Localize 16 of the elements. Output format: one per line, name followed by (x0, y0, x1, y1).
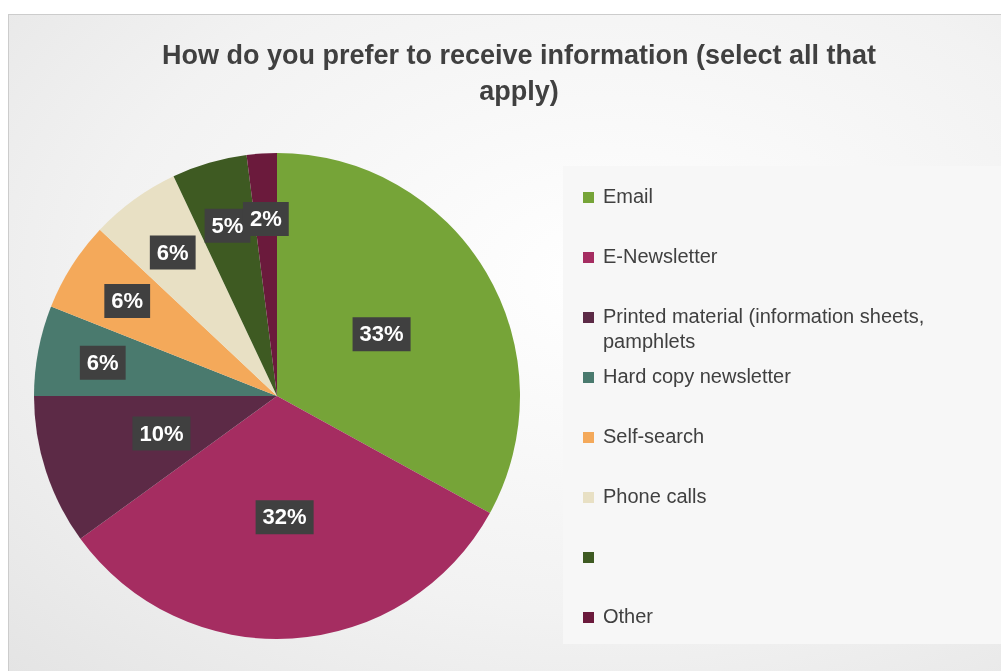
data-label: 6% (86, 349, 119, 375)
legend-label: Other (603, 604, 655, 629)
legend-label: Self-search (603, 424, 706, 449)
data-label: 33% (359, 321, 404, 347)
legend-label: Printed material (information sheets, pamphlets (603, 304, 926, 354)
data-label: 10% (139, 420, 184, 446)
legend-label: Phone calls (603, 484, 708, 509)
data-label: 32% (262, 504, 307, 530)
data-label: 5% (211, 212, 244, 238)
legend-label: Email (603, 184, 654, 209)
data-label: 2% (249, 206, 282, 232)
chart-title: How do you prefer to receive information (select all that apply) (160, 39, 878, 108)
legend-label: E-Newsletter (603, 244, 719, 269)
legend-label: Hard copy newsletter (603, 364, 792, 389)
data-label: 6% (156, 239, 189, 265)
data-label: 6% (111, 288, 144, 314)
